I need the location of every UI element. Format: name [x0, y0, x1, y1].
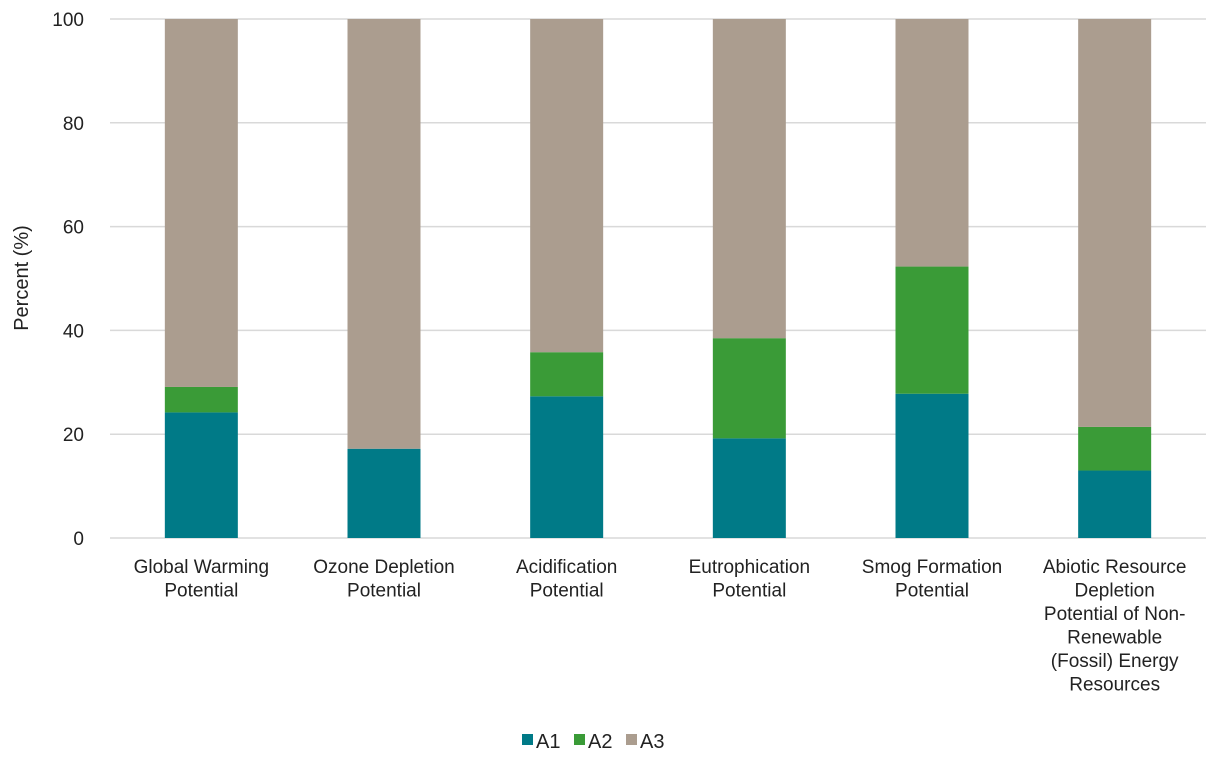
x-category-label: Global Warming Potential: [134, 557, 270, 602]
bar-a1: [347, 448, 421, 538]
x-category-label-line: Potential: [895, 581, 969, 602]
bar-stack: [1078, 19, 1152, 538]
x-category-label: Ozone Depletion Potential: [313, 557, 455, 602]
legend-label-a1: A1: [536, 731, 560, 753]
bar-stack: [347, 19, 421, 538]
bar-a1: [1078, 470, 1152, 538]
x-category-label-line: Potential: [712, 581, 786, 602]
y-tick-label: 0: [73, 529, 84, 550]
x-category-label: Acidification Potential: [516, 557, 617, 602]
x-axis-category-labels: Global Warming Potential Ozone Depletion Po…: [134, 557, 1187, 696]
bar-stack: [164, 19, 238, 538]
x-category-label-line: Depletion: [1075, 581, 1155, 602]
bar-a3: [895, 19, 969, 267]
x-category-label-line: Global Warming: [134, 557, 270, 578]
bar-a3: [347, 19, 421, 449]
y-tick-label: 40: [63, 321, 84, 342]
legend-swatch-a2: [574, 734, 585, 745]
bar-a2: [895, 266, 969, 394]
x-category-label-line: (Fossil) Energy: [1051, 651, 1179, 672]
bar-a2: [1078, 426, 1152, 471]
x-category-label-line: Abiotic Resource: [1043, 557, 1187, 578]
legend-swatch-a3: [626, 734, 637, 745]
x-category-label: Abiotic Resource Depletion Potential of No…: [1043, 557, 1187, 696]
bar-a3: [712, 19, 786, 339]
x-category-label-line: Potential: [164, 581, 238, 602]
legend-swatch-a1: [522, 734, 533, 745]
y-axis-ticks: 0 20 40 60 80 100: [52, 10, 84, 550]
bar-stack: [895, 19, 969, 538]
y-tick-label: 100: [52, 10, 84, 31]
bar-a3: [1078, 19, 1152, 427]
legend: A1 A2 A3: [522, 731, 664, 753]
legend-label-a2: A2: [588, 731, 612, 753]
bar-stack: [712, 19, 786, 538]
bar-a1: [164, 412, 238, 538]
x-category-label-line: Potential: [347, 581, 421, 602]
x-category-label-line: Renewable: [1067, 628, 1162, 649]
bar-stack: [530, 19, 604, 538]
y-tick-label: 60: [63, 218, 84, 239]
bar-a1: [895, 393, 969, 538]
gridlines: [110, 18, 1206, 539]
x-category-label: Smog Formation Potential: [862, 557, 1002, 602]
bar-a1: [712, 438, 786, 538]
bars: [164, 19, 1152, 538]
bar-a1: [530, 396, 604, 538]
x-category-label-line: Smog Formation: [862, 557, 1002, 578]
x-category-label-line: Potential of Non-: [1044, 604, 1186, 625]
x-category-label-line: Eutrophication: [689, 557, 810, 578]
x-category-label-line: Ozone Depletion: [313, 557, 455, 578]
bar-a2: [164, 386, 238, 413]
legend-label-a3: A3: [640, 731, 664, 753]
x-category-label-line: Resources: [1069, 675, 1160, 696]
y-tick-label: 80: [63, 114, 84, 135]
x-category-label-line: Potential: [530, 581, 604, 602]
bar-a2: [712, 338, 786, 439]
bar-a2: [530, 352, 604, 397]
y-tick-label: 20: [63, 425, 84, 446]
bar-a3: [530, 19, 604, 353]
bar-a3: [164, 19, 238, 387]
x-category-label: Eutrophication Potential: [689, 557, 810, 602]
y-axis-title: Percent (%): [11, 225, 33, 331]
x-category-label-line: Acidification: [516, 557, 617, 578]
